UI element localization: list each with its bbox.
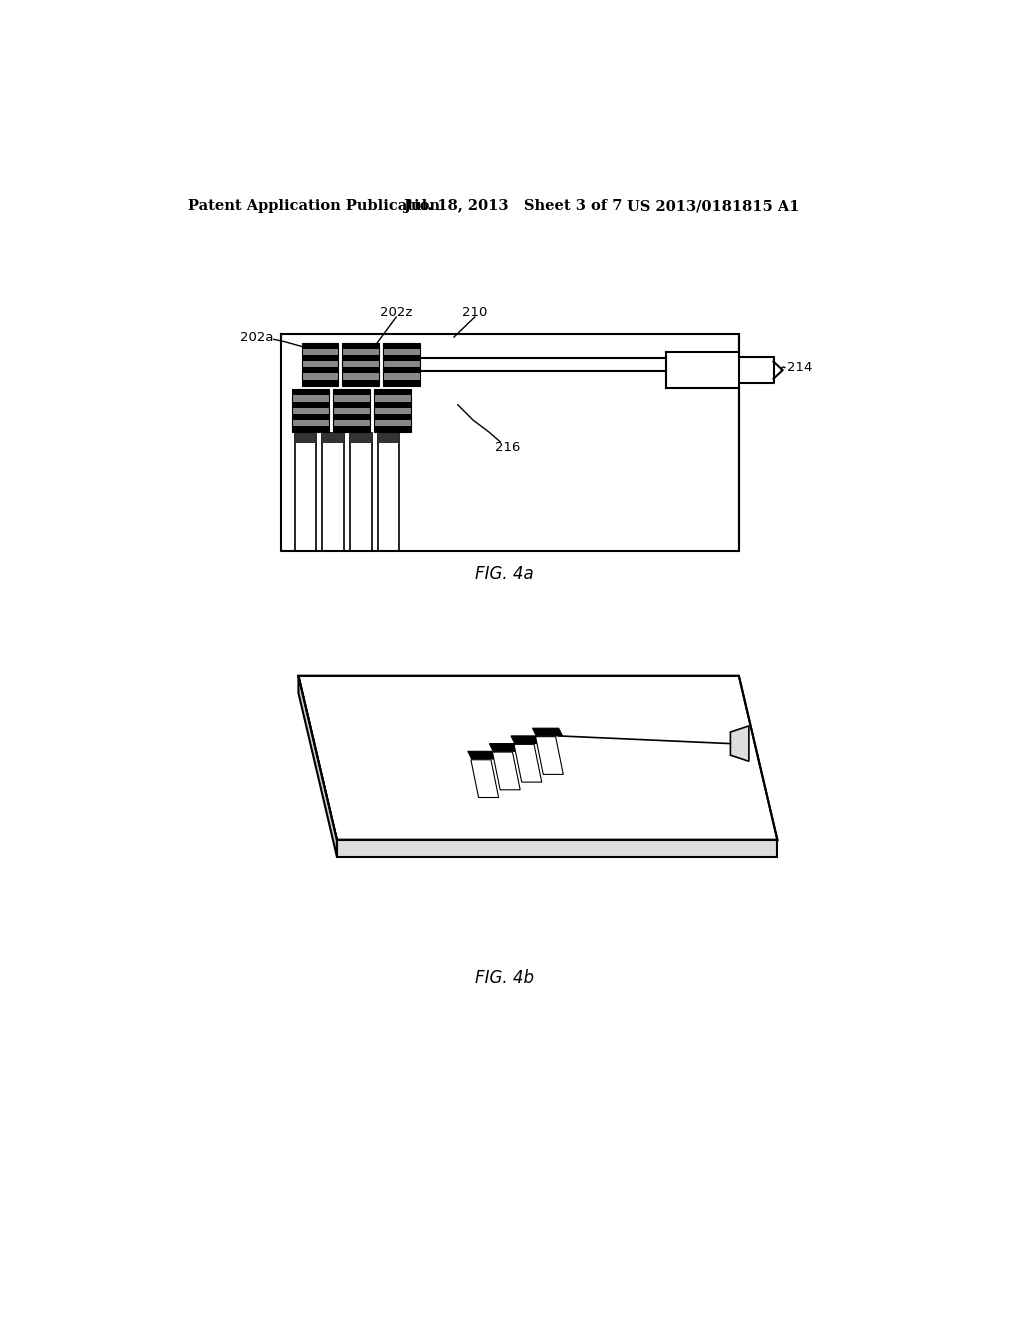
Bar xyxy=(292,408,330,413)
Bar xyxy=(301,374,339,380)
Polygon shape xyxy=(298,676,337,857)
Bar xyxy=(333,420,370,425)
Bar xyxy=(295,433,316,552)
Bar xyxy=(342,367,379,374)
Bar xyxy=(301,355,339,362)
Bar xyxy=(342,355,379,362)
Polygon shape xyxy=(730,726,749,762)
Bar xyxy=(350,433,372,552)
Bar xyxy=(333,389,370,396)
Bar xyxy=(342,374,379,380)
Bar xyxy=(292,413,330,420)
Bar xyxy=(292,420,330,425)
Bar xyxy=(323,433,344,552)
Polygon shape xyxy=(532,729,562,737)
Bar xyxy=(323,433,344,442)
Bar xyxy=(292,425,330,432)
Text: FIG. 4b: FIG. 4b xyxy=(474,969,534,987)
Bar xyxy=(292,401,330,408)
Bar xyxy=(333,401,370,408)
Bar xyxy=(295,433,316,442)
Bar xyxy=(333,413,370,420)
Bar xyxy=(342,380,379,385)
Bar xyxy=(383,380,420,385)
Polygon shape xyxy=(468,751,498,759)
Bar xyxy=(350,433,372,442)
Bar xyxy=(342,343,379,385)
Polygon shape xyxy=(298,676,777,840)
Bar xyxy=(301,343,339,350)
Bar xyxy=(383,355,420,362)
Bar xyxy=(374,413,411,420)
Text: Patent Application Publication: Patent Application Publication xyxy=(188,199,440,213)
Bar xyxy=(374,389,411,432)
Bar xyxy=(292,389,330,396)
Bar xyxy=(383,362,420,367)
Bar xyxy=(333,408,370,413)
Polygon shape xyxy=(493,752,520,789)
Text: FIG. 4a: FIG. 4a xyxy=(475,565,534,583)
Bar xyxy=(342,343,379,350)
Text: US 2013/0181815 A1: US 2013/0181815 A1 xyxy=(628,199,800,213)
Bar xyxy=(301,343,339,385)
Text: 210: 210 xyxy=(462,306,487,319)
Bar xyxy=(374,425,411,432)
Bar xyxy=(342,350,379,355)
Bar xyxy=(333,425,370,432)
Polygon shape xyxy=(536,737,563,775)
Text: 214: 214 xyxy=(786,362,812,375)
Polygon shape xyxy=(511,737,541,743)
Bar xyxy=(383,367,420,374)
Bar xyxy=(374,396,411,401)
Polygon shape xyxy=(489,743,519,751)
Bar xyxy=(292,396,330,401)
Bar xyxy=(374,401,411,408)
Polygon shape xyxy=(337,840,777,857)
Bar xyxy=(383,343,420,385)
Bar xyxy=(301,380,339,385)
Bar xyxy=(301,362,339,367)
Bar xyxy=(374,389,411,396)
Bar xyxy=(374,408,411,413)
Bar xyxy=(383,374,420,380)
Bar xyxy=(333,389,370,432)
Bar xyxy=(301,367,339,374)
Bar xyxy=(378,433,399,552)
Text: 202z: 202z xyxy=(380,306,413,319)
Text: 216: 216 xyxy=(496,441,520,454)
Bar xyxy=(292,389,330,432)
Bar xyxy=(383,343,420,350)
Bar xyxy=(342,362,379,367)
Bar xyxy=(374,420,411,425)
Bar xyxy=(333,396,370,401)
Polygon shape xyxy=(471,760,499,797)
Bar xyxy=(378,433,399,442)
Text: Jul. 18, 2013   Sheet 3 of 7: Jul. 18, 2013 Sheet 3 of 7 xyxy=(403,199,623,213)
Polygon shape xyxy=(514,744,542,781)
Bar xyxy=(301,350,339,355)
Bar xyxy=(383,350,420,355)
Text: 202a: 202a xyxy=(241,331,273,345)
